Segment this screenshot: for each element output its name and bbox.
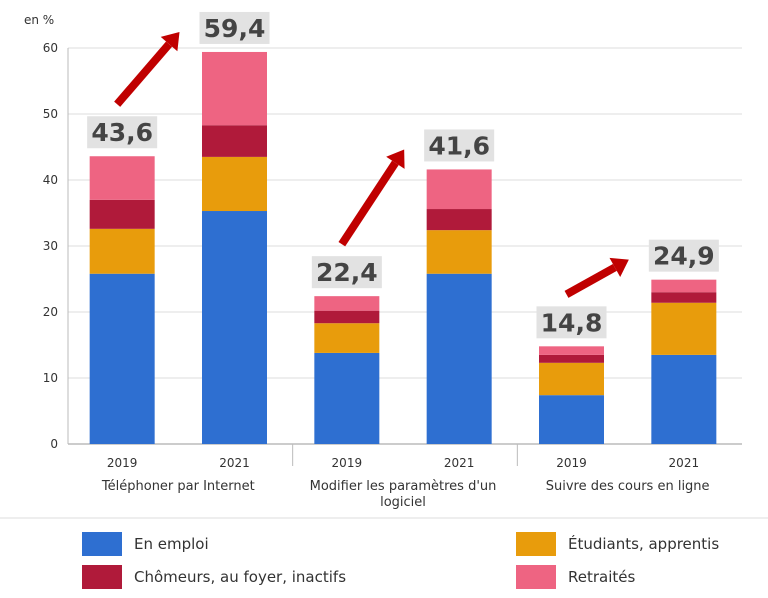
total-label-box [536, 306, 607, 339]
total-label-box [424, 129, 495, 162]
legend-swatch [516, 565, 556, 589]
bar-segment [89, 228, 155, 274]
arrow-shaft [338, 160, 399, 247]
bar-segment [426, 230, 492, 274]
arrow-shaft [564, 263, 617, 298]
bar-segment [426, 169, 492, 210]
y-tick-label: 0 [50, 437, 58, 451]
total-label: 43,6 [91, 118, 153, 147]
y-tick-label: 40 [43, 173, 58, 187]
arrow-shaft [114, 41, 173, 107]
total-label: 24,9 [653, 242, 715, 271]
group-label: Suivre des cours en ligne [545, 479, 710, 494]
total-label-box [648, 239, 719, 272]
y-axis-label: en % [24, 13, 54, 27]
bar-segment [202, 125, 267, 157]
y-tick-label: 50 [43, 107, 58, 121]
y-tick-label: 10 [43, 371, 58, 385]
arrow-head [386, 149, 405, 169]
x-tick-label: 2021 [669, 456, 700, 470]
bar-segment [539, 346, 604, 355]
bar-segment [314, 310, 380, 324]
bar-segment [539, 354, 604, 363]
legend-label: Chômeurs, au foyer, inactifs [134, 568, 346, 586]
total-label: 22,4 [316, 258, 378, 287]
x-tick-label: 2021 [444, 456, 475, 470]
total-label-box [199, 11, 270, 44]
legend-swatch [516, 532, 556, 556]
bar-segment [89, 156, 155, 200]
bar-segment [89, 199, 155, 229]
total-label-box [87, 116, 158, 149]
bar-segment [539, 395, 604, 444]
total-label: 59,4 [204, 14, 266, 43]
y-tick-label: 20 [43, 305, 58, 319]
total-label-box [311, 256, 382, 289]
bar-segment [651, 292, 717, 303]
bar-segment [89, 273, 155, 444]
x-tick-label: 2019 [556, 456, 587, 470]
total-label: 14,8 [541, 308, 603, 337]
bar-segment [202, 211, 267, 444]
bar-segment [314, 296, 380, 311]
arrow-head [160, 31, 180, 52]
bar-segment [202, 156, 267, 212]
legend-swatch [82, 532, 122, 556]
bar-segment [426, 273, 492, 444]
bar-segment [314, 323, 380, 353]
bar-segment [539, 362, 604, 396]
legend-swatch [82, 565, 122, 589]
bar-segment [651, 302, 717, 355]
total-label: 41,6 [428, 131, 490, 160]
bar-segment [651, 354, 717, 444]
bar-segment [426, 209, 492, 231]
y-tick-label: 60 [43, 41, 58, 55]
arrow-head [609, 257, 629, 278]
legend-label: Retraités [568, 568, 635, 586]
legend-label: Étudiants, apprentis [568, 534, 719, 553]
bar-segment [314, 352, 380, 444]
group-label: Modifier les paramètres d'un logiciel [309, 479, 497, 510]
bar-segment [651, 279, 717, 293]
x-tick-label: 2021 [219, 456, 250, 470]
x-tick-label: 2019 [332, 456, 363, 470]
bar-segment [202, 51, 267, 126]
group-label: Téléphoner par Internet [101, 479, 255, 494]
x-tick-label: 2019 [107, 456, 138, 470]
y-tick-label: 30 [43, 239, 58, 253]
legend-label: En emploi [134, 535, 209, 553]
